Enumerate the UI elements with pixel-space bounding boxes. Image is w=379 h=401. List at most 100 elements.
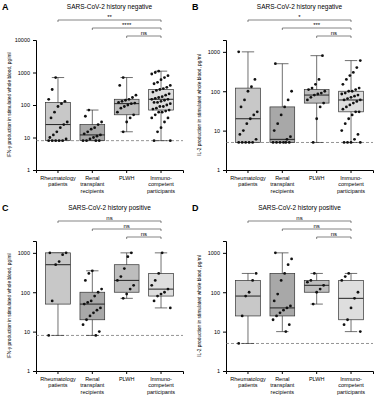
point bbox=[319, 106, 322, 109]
panel-letter: D bbox=[192, 203, 199, 213]
point bbox=[119, 275, 122, 278]
x-tick-label: Rheumatologypatients bbox=[230, 376, 266, 388]
y-axis-line bbox=[33, 242, 37, 372]
point bbox=[348, 74, 351, 77]
x-tick-label: Rheumatologypatients bbox=[40, 376, 76, 388]
median bbox=[270, 307, 295, 308]
point bbox=[100, 121, 103, 124]
point bbox=[87, 109, 90, 112]
point bbox=[289, 304, 292, 307]
point bbox=[50, 117, 53, 120]
point bbox=[243, 99, 246, 102]
y-tick: 100 bbox=[211, 289, 226, 295]
x-tick-label-line: patients bbox=[48, 181, 68, 187]
box-body bbox=[80, 125, 105, 141]
x-tick-label-line: recipients bbox=[271, 188, 295, 194]
x-tick-label: PLWH bbox=[119, 175, 135, 181]
point bbox=[275, 315, 278, 318]
x-tick-label-line: patients bbox=[238, 181, 258, 187]
y-tick: 1 bbox=[27, 167, 36, 173]
point bbox=[61, 139, 64, 142]
significance-label: * bbox=[298, 14, 301, 20]
y-tick-mark bbox=[223, 292, 226, 293]
point bbox=[283, 272, 286, 275]
x-tick-label-line: PLWH bbox=[119, 175, 135, 181]
point bbox=[150, 73, 153, 76]
x-tick: Renaltransplantrecipients bbox=[270, 371, 295, 395]
point bbox=[154, 71, 157, 74]
x-tick: Rheumatologypatients bbox=[230, 170, 266, 187]
y-tick-mark bbox=[33, 105, 36, 106]
whisker-cap bbox=[120, 252, 132, 253]
point bbox=[83, 132, 86, 135]
panel-title: SARS-CoV-2 history positive bbox=[258, 204, 341, 212]
point bbox=[309, 96, 312, 99]
point bbox=[97, 291, 100, 294]
point bbox=[156, 101, 159, 104]
point bbox=[255, 138, 258, 141]
y-tick-label: 100 bbox=[21, 102, 30, 108]
point bbox=[164, 94, 167, 97]
point bbox=[158, 105, 161, 108]
y-axis-line bbox=[223, 242, 227, 372]
point bbox=[90, 128, 93, 131]
point bbox=[98, 330, 101, 333]
point bbox=[247, 90, 250, 93]
x-tick-label-line: participants bbox=[337, 188, 365, 194]
point bbox=[51, 300, 54, 303]
whisker-cap bbox=[345, 142, 357, 143]
box bbox=[46, 251, 71, 336]
point bbox=[99, 307, 102, 310]
y-tick-label: 1 bbox=[217, 167, 220, 173]
panel: 110100100010000RheumatologypatientsRenal… bbox=[2, 2, 184, 194]
point bbox=[318, 78, 321, 81]
panel-letter: C bbox=[2, 203, 9, 213]
point bbox=[122, 130, 125, 133]
point bbox=[288, 323, 291, 326]
point bbox=[54, 263, 57, 266]
point bbox=[340, 129, 343, 132]
x-tick: Renaltransplantrecipients bbox=[80, 170, 105, 194]
point bbox=[344, 275, 347, 278]
box-body bbox=[46, 102, 71, 140]
box bbox=[270, 251, 295, 333]
y-tick: 100 bbox=[21, 102, 36, 108]
point bbox=[283, 106, 286, 109]
figure: 1 10 100 1000 10000 Rheumatologypatients Renal… bbox=[0, 0, 379, 401]
point bbox=[346, 318, 349, 321]
significance-label: ns bbox=[141, 231, 147, 237]
y-tick: 1000 bbox=[208, 250, 226, 256]
point bbox=[61, 253, 64, 256]
point bbox=[51, 88, 54, 91]
box-body bbox=[114, 265, 139, 293]
x-tick-label-line: PLWH bbox=[309, 376, 325, 382]
median bbox=[339, 298, 364, 299]
y-tick: 10 bbox=[214, 128, 226, 134]
point bbox=[242, 129, 245, 132]
median bbox=[149, 99, 174, 100]
whisker-cap bbox=[155, 140, 167, 141]
box bbox=[304, 272, 329, 305]
x-tick-label-line: recipients bbox=[81, 389, 105, 395]
whisker-cap bbox=[242, 273, 254, 274]
point bbox=[169, 307, 172, 310]
point bbox=[93, 295, 96, 298]
point bbox=[345, 106, 348, 109]
point bbox=[347, 117, 350, 120]
point bbox=[154, 279, 157, 282]
point bbox=[66, 121, 69, 124]
x-tick: PLWH bbox=[119, 371, 135, 382]
point bbox=[90, 300, 93, 303]
point bbox=[273, 129, 276, 132]
point bbox=[99, 134, 102, 137]
significance-label: ns bbox=[331, 231, 337, 237]
point bbox=[153, 300, 156, 303]
point bbox=[237, 342, 240, 345]
y-tick-label: 10000 bbox=[15, 37, 30, 43]
x-tick-label-line: Immuno- bbox=[340, 175, 362, 181]
x-tick: Immuno-competentparticipants bbox=[337, 170, 365, 194]
point bbox=[254, 78, 257, 81]
point bbox=[320, 92, 323, 95]
point bbox=[126, 104, 129, 107]
y-tick-mark bbox=[33, 170, 36, 171]
